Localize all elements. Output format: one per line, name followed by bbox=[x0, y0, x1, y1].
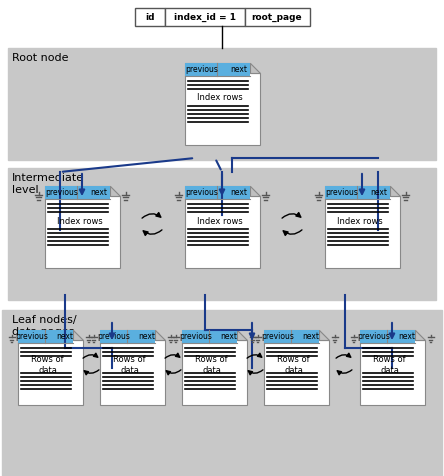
Text: next: next bbox=[138, 332, 155, 341]
Text: previous: previous bbox=[325, 188, 358, 197]
Polygon shape bbox=[263, 330, 329, 405]
Polygon shape bbox=[99, 330, 164, 405]
FancyBboxPatch shape bbox=[360, 330, 415, 343]
Text: previous: previous bbox=[185, 188, 218, 197]
Text: next: next bbox=[398, 332, 415, 341]
FancyBboxPatch shape bbox=[185, 63, 250, 76]
Text: id: id bbox=[145, 12, 154, 21]
FancyBboxPatch shape bbox=[325, 186, 389, 199]
FancyBboxPatch shape bbox=[99, 330, 155, 343]
FancyBboxPatch shape bbox=[245, 8, 309, 26]
FancyBboxPatch shape bbox=[8, 48, 436, 160]
Text: root_page: root_page bbox=[252, 12, 302, 21]
Polygon shape bbox=[415, 330, 424, 340]
FancyBboxPatch shape bbox=[8, 168, 436, 300]
Polygon shape bbox=[325, 186, 400, 268]
FancyBboxPatch shape bbox=[2, 310, 442, 476]
FancyBboxPatch shape bbox=[135, 8, 164, 26]
Text: Index rows: Index rows bbox=[57, 217, 103, 226]
Text: next: next bbox=[230, 65, 247, 74]
Polygon shape bbox=[389, 186, 400, 196]
Text: previous: previous bbox=[15, 332, 48, 341]
FancyBboxPatch shape bbox=[185, 186, 250, 199]
Text: next: next bbox=[302, 332, 319, 341]
Polygon shape bbox=[155, 330, 164, 340]
Text: previous: previous bbox=[262, 332, 294, 341]
Polygon shape bbox=[182, 330, 246, 405]
Polygon shape bbox=[318, 330, 329, 340]
Polygon shape bbox=[44, 186, 119, 268]
Text: Index rows: Index rows bbox=[197, 217, 242, 226]
Text: previous: previous bbox=[357, 332, 390, 341]
Text: next: next bbox=[230, 188, 247, 197]
Text: Rows of
data: Rows of data bbox=[277, 355, 310, 375]
Polygon shape bbox=[72, 330, 83, 340]
Polygon shape bbox=[185, 186, 259, 268]
Polygon shape bbox=[237, 330, 246, 340]
Text: previous: previous bbox=[179, 332, 212, 341]
Text: next: next bbox=[220, 332, 237, 341]
Polygon shape bbox=[250, 63, 259, 73]
Polygon shape bbox=[17, 330, 83, 405]
Text: previous: previous bbox=[45, 188, 78, 197]
Text: Index rows: Index rows bbox=[197, 93, 242, 102]
Text: next: next bbox=[90, 188, 107, 197]
Polygon shape bbox=[110, 186, 119, 196]
Text: previous: previous bbox=[185, 65, 218, 74]
Text: next: next bbox=[56, 332, 73, 341]
Text: Root node: Root node bbox=[12, 53, 68, 63]
Text: previous: previous bbox=[97, 332, 130, 341]
Text: Intermediate
level: Intermediate level bbox=[12, 173, 84, 195]
FancyBboxPatch shape bbox=[263, 330, 318, 343]
FancyBboxPatch shape bbox=[44, 186, 110, 199]
Polygon shape bbox=[250, 186, 259, 196]
Polygon shape bbox=[185, 63, 259, 145]
Text: Rows of
data: Rows of data bbox=[373, 355, 406, 375]
Text: Rows of
data: Rows of data bbox=[113, 355, 146, 375]
Text: next: next bbox=[370, 188, 387, 197]
Text: Leaf nodes/
data pages: Leaf nodes/ data pages bbox=[12, 315, 77, 337]
Polygon shape bbox=[360, 330, 424, 405]
Text: Rows of
data: Rows of data bbox=[195, 355, 228, 375]
Text: index_id = 1: index_id = 1 bbox=[174, 12, 235, 21]
FancyBboxPatch shape bbox=[164, 8, 245, 26]
Text: Index rows: Index rows bbox=[337, 217, 382, 226]
Text: Rows of
data: Rows of data bbox=[31, 355, 64, 375]
FancyBboxPatch shape bbox=[17, 330, 72, 343]
FancyBboxPatch shape bbox=[182, 330, 237, 343]
